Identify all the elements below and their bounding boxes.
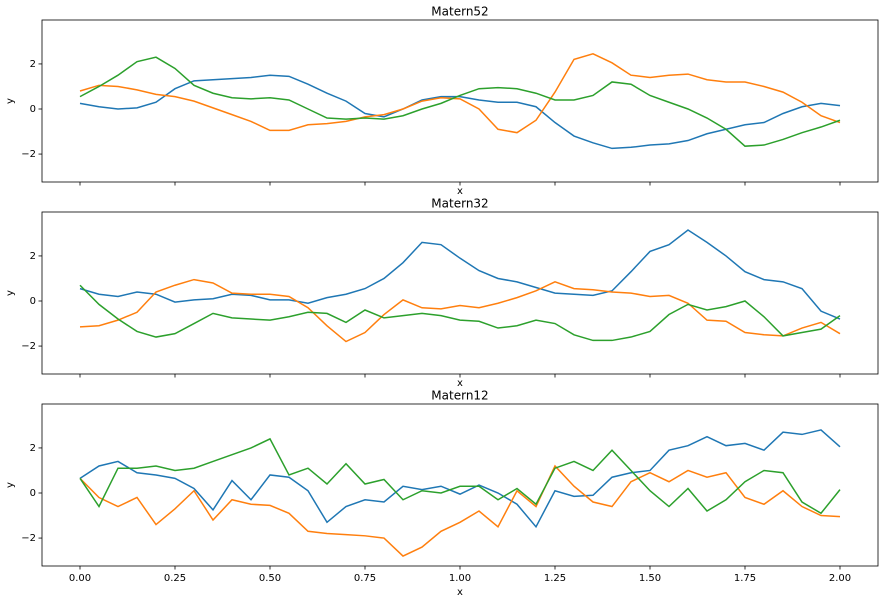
x-tick-label: 1.00 — [449, 573, 471, 584]
x-tick-label: 0.75 — [354, 573, 376, 584]
x-tick-label: 0.50 — [259, 573, 281, 584]
chart-title: Matern52 — [431, 5, 488, 19]
y-tick-label: −2 — [21, 533, 36, 544]
x-axis-label: x — [457, 186, 463, 197]
x-axis-label: x — [457, 378, 463, 389]
series-line — [79, 284, 841, 342]
x-tick-label: 0.25 — [164, 573, 186, 584]
x-tick-label: 1.50 — [639, 573, 661, 584]
x-tick-label: 1.75 — [734, 573, 756, 584]
axes-frame — [41, 403, 879, 567]
y-tick-label: −2 — [21, 149, 36, 160]
series-line — [79, 437, 841, 515]
y-axis-label: y — [5, 482, 16, 488]
y-axis-label: y — [5, 98, 16, 104]
series-line — [79, 74, 841, 150]
x-tick-label: 1.25 — [544, 573, 566, 584]
y-tick-label: 0 — [30, 296, 36, 307]
chart-title: Matern12 — [431, 389, 488, 403]
axes-frame — [41, 211, 879, 375]
x-tick-label: 0.00 — [69, 573, 91, 584]
x-axis-label: x — [457, 587, 463, 598]
x-tick-label: 2.00 — [829, 573, 851, 584]
series-line — [79, 278, 841, 343]
y-tick-label: 2 — [30, 251, 36, 262]
series-line — [79, 229, 841, 320]
series-line — [79, 52, 841, 134]
chart-title: Matern32 — [431, 197, 488, 211]
series-line — [79, 56, 841, 147]
y-axis-label: y — [5, 290, 16, 296]
series-line — [79, 464, 841, 557]
y-tick-label: 2 — [30, 443, 36, 454]
y-tick-label: −2 — [21, 341, 36, 352]
axes-frame — [41, 19, 879, 183]
y-tick-label: 0 — [30, 104, 36, 115]
y-tick-label: 2 — [30, 59, 36, 70]
y-tick-label: 0 — [30, 488, 36, 499]
series-line — [79, 429, 841, 529]
